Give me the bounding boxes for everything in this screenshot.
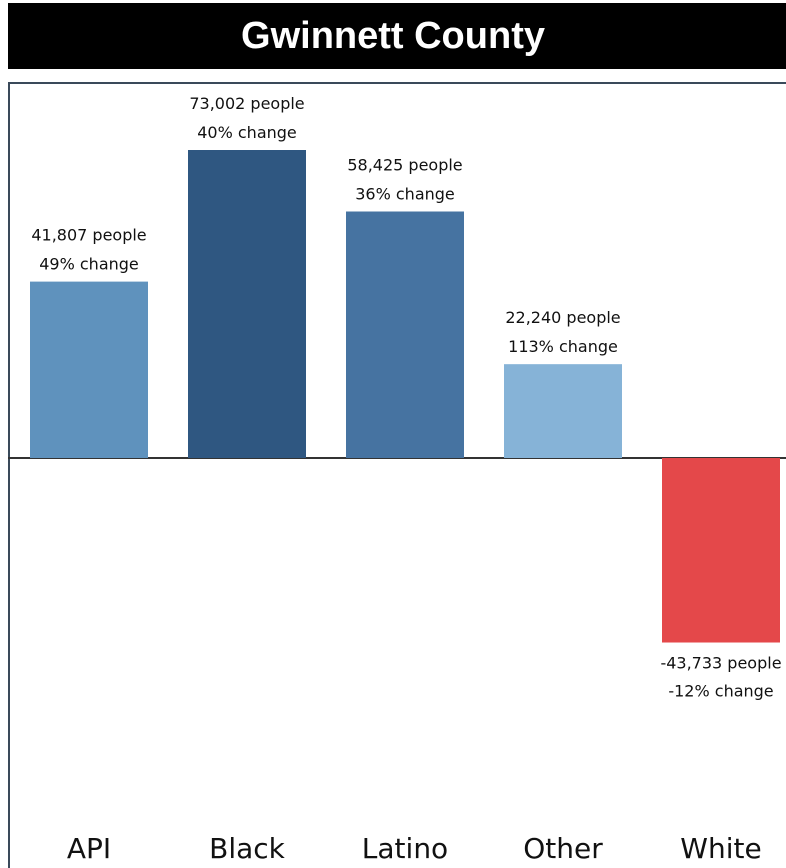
bar-latino <box>346 211 464 458</box>
data-label-api-change: 49% change <box>39 255 139 274</box>
bar-white <box>662 458 780 643</box>
category-label-white: White <box>680 832 761 865</box>
data-label-api-people: 41,807 people <box>31 226 146 245</box>
bar-black <box>188 150 306 458</box>
bar-api <box>30 281 148 458</box>
category-label-latino: Latino <box>362 832 448 865</box>
data-label-black-change: 40% change <box>197 123 297 142</box>
category-label-black: Black <box>209 832 286 865</box>
data-label-black-people: 73,002 people <box>189 94 304 113</box>
data-label-latino-change: 36% change <box>355 185 455 204</box>
data-label-latino-people: 58,425 people <box>347 156 462 175</box>
data-label-other-people: 22,240 people <box>505 308 620 327</box>
chart-frame <box>8 82 786 868</box>
page-title: Gwinnett County <box>241 14 545 57</box>
title-bar: Gwinnett County <box>8 3 786 69</box>
category-label-other: Other <box>523 832 603 865</box>
bar-other <box>504 364 622 458</box>
data-label-white-people: -43,733 people <box>660 654 781 673</box>
category-label-api: API <box>67 832 111 865</box>
data-label-other-change: 113% change <box>508 337 618 356</box>
data-label-white-change: -12% change <box>668 682 773 701</box>
